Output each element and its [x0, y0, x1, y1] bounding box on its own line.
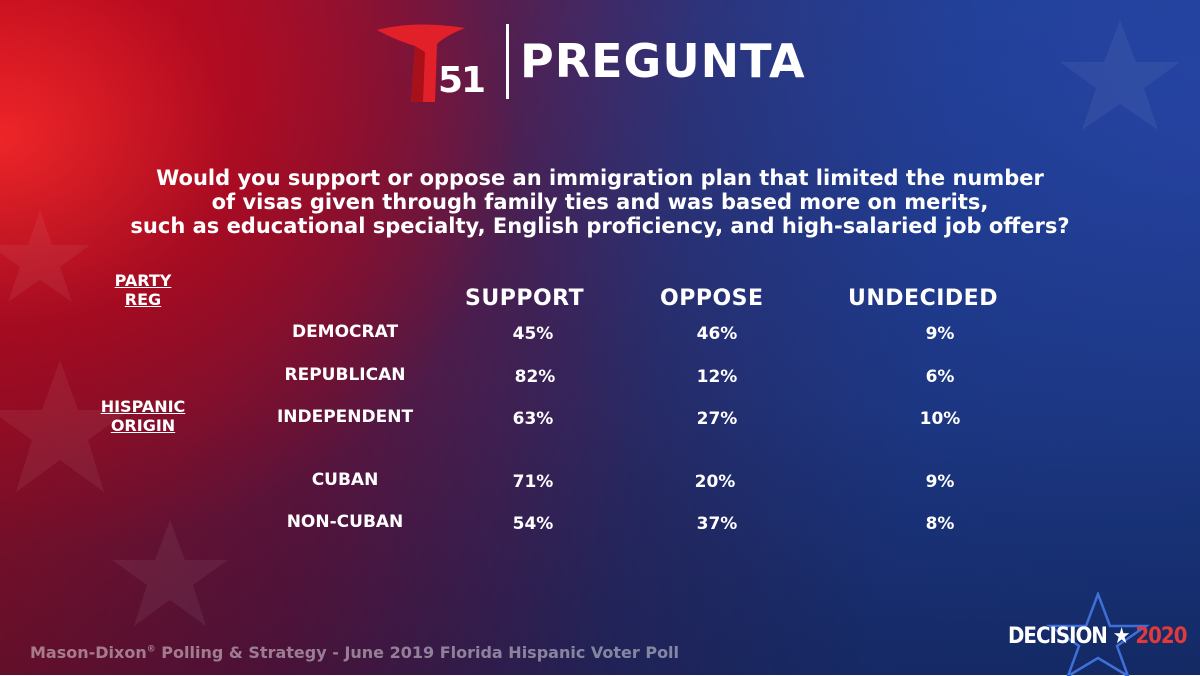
column-header-support: SUPPORT	[465, 286, 585, 311]
cell-independent-support: 63%	[512, 409, 554, 429]
hispanic-origin-label: HISPANIC ORIGIN	[100, 397, 186, 435]
channel-number: 51	[438, 60, 486, 101]
source-footer: Mason-Dixon® Polling & Strategy - June 2…	[30, 643, 680, 662]
cell-non-cuban-support: 54%	[512, 514, 554, 534]
cell-independent-oppose: 27%	[696, 409, 738, 429]
brand-divider	[506, 24, 509, 99]
question-text: Would you support or oppose an immigrati…	[0, 166, 1200, 238]
row-label-non-cuban: NON-CUBAN	[286, 512, 404, 532]
party-reg-label: PARTY REG	[114, 271, 172, 309]
row-label-democrat: DEMOCRAT	[291, 322, 399, 342]
cell-cuban-oppose: 20%	[694, 472, 736, 492]
row-label-independent: INDEPENDENT	[276, 407, 414, 427]
cell-democrat-support: 45%	[512, 324, 554, 344]
cell-cuban-support: 71%	[512, 472, 554, 492]
cell-non-cuban-oppose: 37%	[696, 514, 738, 534]
decision-2020-star-icon	[1045, 592, 1151, 676]
cell-non-cuban-undecided: 8%	[925, 514, 955, 534]
question-line-3: such as educational specialty, English p…	[130, 214, 1070, 238]
row-label-cuban: CUBAN	[311, 470, 379, 490]
row-label-republican: REPUBLICAN	[284, 365, 406, 385]
cell-republican-oppose: 12%	[696, 367, 738, 387]
cell-republican-undecided: 6%	[925, 367, 955, 387]
decision-2020-logo: DECISION ★ 2020	[1008, 624, 1187, 649]
question-line-1: Would you support or oppose an immigrati…	[156, 166, 1044, 190]
cell-independent-undecided: 10%	[919, 409, 961, 429]
column-header-oppose: OPPOSE	[660, 286, 764, 311]
telemundo-t-logo	[377, 24, 465, 102]
question-line-2: of visas given through family ties and w…	[211, 190, 989, 214]
page-title: PREGUNTA	[520, 34, 806, 88]
cell-democrat-undecided: 9%	[925, 324, 955, 344]
cell-democrat-oppose: 46%	[696, 324, 738, 344]
column-header-undecided: UNDECIDED	[848, 286, 998, 311]
cell-republican-support: 82%	[514, 367, 556, 387]
cell-cuban-undecided: 9%	[925, 472, 955, 492]
